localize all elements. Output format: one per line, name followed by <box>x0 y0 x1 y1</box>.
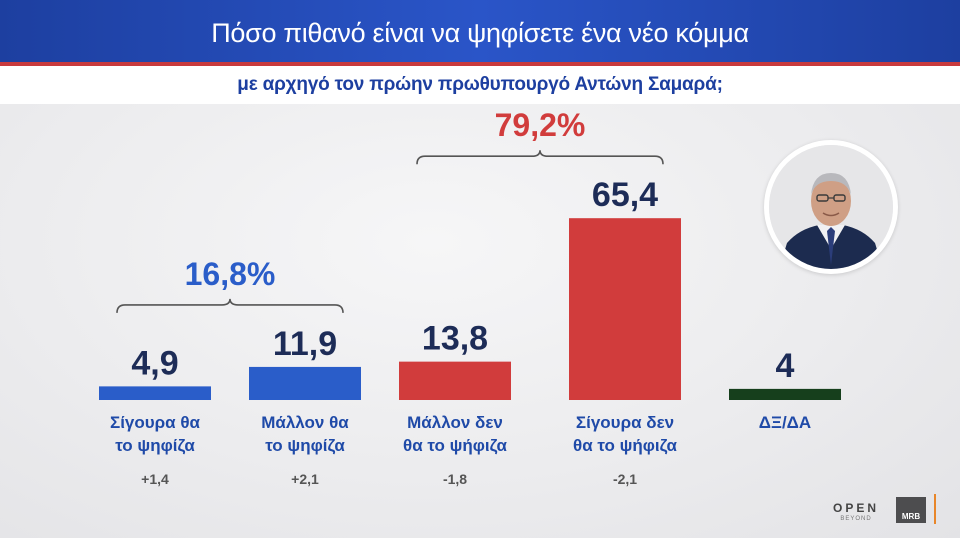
chart-title: Πόσο πιθανό είναι να ψηφίσετε ένα νέο κό… <box>211 17 749 48</box>
bar-1 <box>99 386 211 400</box>
category-label-5-1: ΔΞ/ΔΑ <box>759 413 811 432</box>
group-total-label-2: 79,2% <box>495 107 586 143</box>
bar-5 <box>729 388 841 400</box>
group-bracket-1 <box>116 298 344 313</box>
change-label-4: -2,1 <box>613 471 637 487</box>
bar-value-label-3: 13,8 <box>422 320 488 358</box>
logo-divider <box>934 494 936 524</box>
category-label-2-2: το ψηφίζα <box>265 436 345 455</box>
category-label-4-2: θα το ψήφιζα <box>573 436 678 455</box>
open-beyond-logo: OPEN BEYOND <box>826 501 886 522</box>
category-label-1-1: Σίγουρα θα <box>110 413 201 432</box>
beyond-logo-text: BEYOND <box>840 516 872 522</box>
category-label-3-1: Μάλλον δεν <box>407 413 503 432</box>
group-bracket-2 <box>416 150 664 165</box>
mrb-logo: MRB <box>896 497 926 523</box>
bar-value-label-5: 4 <box>776 347 795 385</box>
category-label-4-1: Σίγουρα δεν <box>576 413 674 432</box>
bar-3 <box>399 361 511 400</box>
title-accent-line <box>0 62 960 66</box>
change-label-1: +1,4 <box>141 471 169 487</box>
group-total-label-1: 16,8% <box>185 256 276 292</box>
politician-portrait <box>764 140 898 274</box>
category-label-2-1: Μάλλον θα <box>261 413 349 432</box>
bar-4 <box>569 218 681 400</box>
chart-subtitle: με αρχηγό τον πρώην πρωθυπουργό Αντώνη Σ… <box>237 74 723 95</box>
bar-value-label-4: 65,4 <box>592 176 658 214</box>
category-label-3-2: θα το ψήφιζα <box>403 436 508 455</box>
bar-2 <box>249 366 361 400</box>
subtitle-banner: με αρχηγό τον πρώην πρωθυπουργό Αντώνη Σ… <box>0 66 960 104</box>
open-logo-text: OPEN <box>832 501 879 515</box>
bar-value-label-2: 11,9 <box>273 325 337 363</box>
bar-value-label-1: 4,9 <box>131 344 178 382</box>
change-label-3: -1,8 <box>443 471 467 487</box>
category-label-1-2: το ψηφίζα <box>115 436 195 455</box>
title-banner: Πόσο πιθανό είναι να ψηφίσετε ένα νέο κό… <box>0 0 960 66</box>
change-label-2: +2,1 <box>291 471 319 487</box>
portrait-illustration <box>769 145 893 269</box>
